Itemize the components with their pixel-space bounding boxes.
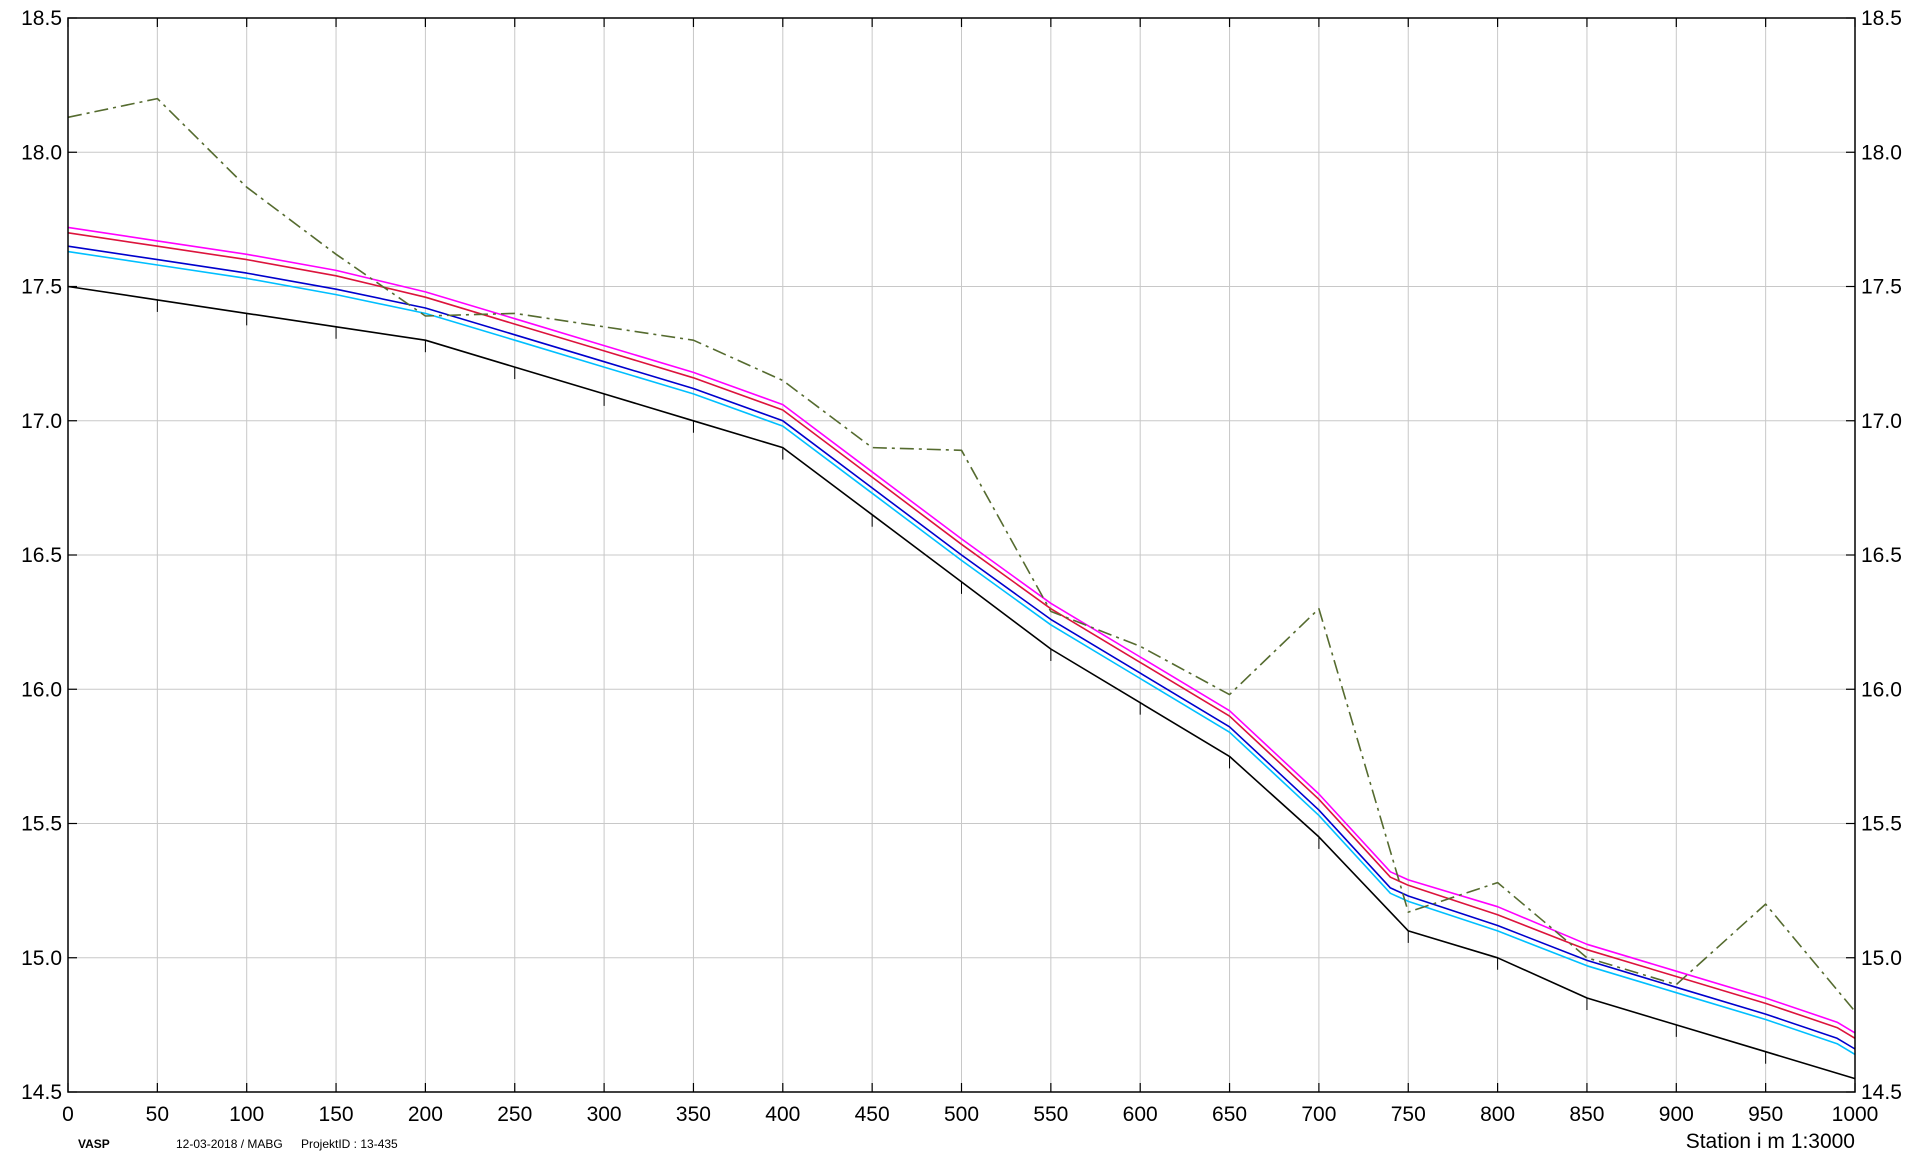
y-tick-label-left: 17.5 bbox=[21, 276, 62, 299]
y-tick-label-right: 15.5 bbox=[1861, 813, 1902, 836]
series-line-6 bbox=[67, 97, 1856, 1012]
series-line-4 bbox=[67, 232, 1856, 1039]
y-tick-label-left: 16.0 bbox=[21, 678, 62, 701]
y-tick-label-right: 18.5 bbox=[1861, 7, 1902, 30]
footer-program: VASP bbox=[78, 1137, 110, 1151]
y-tick-label-left: 17.0 bbox=[21, 410, 62, 433]
station-markers bbox=[156, 299, 1856, 1091]
y-tick-label-right: 14.5 bbox=[1861, 1081, 1902, 1104]
series-line-5 bbox=[67, 226, 1856, 1034]
x-tick-label: 600 bbox=[1123, 1103, 1158, 1126]
y-tick-label-right: 16.0 bbox=[1861, 678, 1902, 701]
x-tick-label: 500 bbox=[944, 1103, 979, 1126]
x-tick-label: 300 bbox=[587, 1103, 622, 1126]
series-line-2 bbox=[67, 250, 1856, 1056]
x-axis-title: Station i m 1:3000 bbox=[1686, 1130, 1855, 1153]
x-tick-label: 750 bbox=[1391, 1103, 1426, 1126]
x-tick-label: 950 bbox=[1748, 1103, 1783, 1126]
x-tick-label: 100 bbox=[229, 1103, 264, 1126]
x-tick-label: 50 bbox=[146, 1103, 169, 1126]
x-tick-label: 450 bbox=[855, 1103, 890, 1126]
plot-frame bbox=[67, 17, 1856, 1093]
x-tick-label: 850 bbox=[1569, 1103, 1604, 1126]
x-tick-label: 150 bbox=[319, 1103, 354, 1126]
footer-date-user: 12-03-2018 / MABG bbox=[176, 1137, 283, 1151]
x-tick-label: 400 bbox=[765, 1103, 800, 1126]
y-tick-label-right: 18.0 bbox=[1861, 141, 1902, 164]
x-tick-label: 250 bbox=[497, 1103, 532, 1126]
x-tick-label: 200 bbox=[408, 1103, 443, 1126]
axis-labels: 0 50 100 150 200 250 300 350 400 450 500 550 600 650 7… bbox=[21, 7, 1902, 1126]
y-tick-label-left: 14.5 bbox=[21, 1081, 62, 1104]
x-tick-label: 700 bbox=[1301, 1103, 1336, 1126]
x-tick-label: 350 bbox=[676, 1103, 711, 1126]
x-tick-label: 800 bbox=[1480, 1103, 1515, 1126]
x-tick-label: 900 bbox=[1659, 1103, 1694, 1126]
series-line-1 bbox=[67, 285, 1856, 1080]
x-tick-label: 650 bbox=[1212, 1103, 1247, 1126]
y-tick-label-right: 15.0 bbox=[1861, 947, 1902, 970]
series-lines bbox=[67, 97, 1856, 1080]
x-tick-label: 550 bbox=[1033, 1103, 1068, 1126]
series-line-3 bbox=[67, 245, 1856, 1050]
y-tick-label-left: 18.0 bbox=[21, 141, 62, 164]
y-tick-label-right: 17.0 bbox=[1861, 410, 1902, 433]
y-tick-label-left: 15.5 bbox=[21, 813, 62, 836]
footer-project-id: ProjektID : 13-435 bbox=[301, 1137, 398, 1151]
y-tick-label-left: 16.5 bbox=[21, 544, 62, 567]
y-tick-label-right: 16.5 bbox=[1861, 544, 1902, 567]
y-tick-label-left: 18.5 bbox=[21, 7, 62, 30]
x-tick-label: 1000 bbox=[1832, 1103, 1879, 1126]
y-tick-label-right: 17.5 bbox=[1861, 276, 1902, 299]
x-tick-label: 0 bbox=[62, 1103, 74, 1126]
y-tick-label-left: 15.0 bbox=[21, 947, 62, 970]
